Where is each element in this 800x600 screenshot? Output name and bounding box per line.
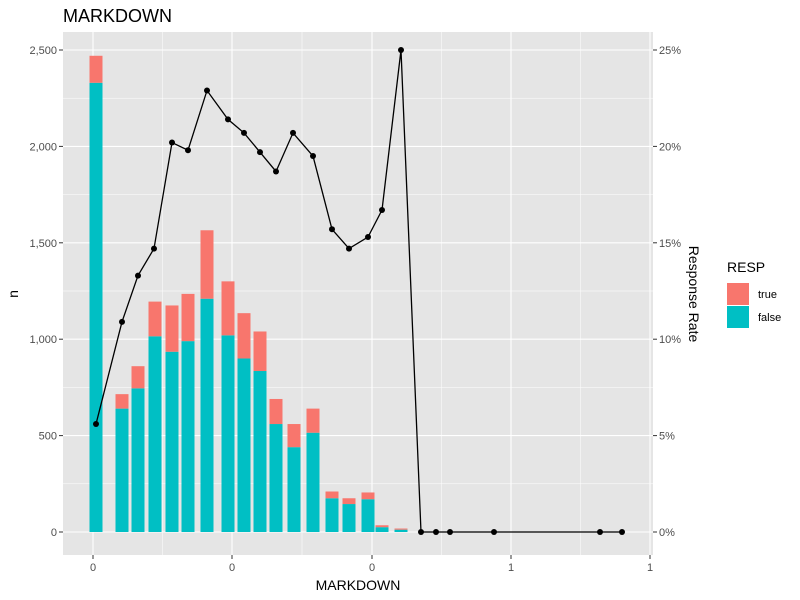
legend-key-false [727,306,749,328]
bar-false [269,424,283,532]
y-tick-label: 1,000 [29,334,57,346]
bar-false [342,504,356,532]
bar-true [287,424,301,448]
bar-true [253,331,267,372]
bar-true [89,55,103,83]
response-rate-point [273,168,279,175]
bar-false [253,371,267,532]
bar-false [237,358,251,532]
legend-title: RESP [727,259,765,275]
bar-true [342,498,356,505]
x-tick-label: 0 [90,562,96,574]
legend: RESP true false [727,259,781,328]
response-rate-point [433,529,439,535]
response-rate-series [93,47,625,535]
bar-false [181,341,195,532]
y-tick-label: 0 [51,527,57,539]
bar-true [181,293,195,342]
response-rate-point [93,421,99,428]
bar-true [115,394,129,409]
bar-true [131,366,145,389]
bar-false [148,336,162,532]
x-axis-title: MARKDOWN [316,577,401,593]
y-tick-label: 2,500 [29,45,57,57]
bar-false [361,499,375,532]
response-rate-point [151,245,157,252]
bar-true [165,305,179,352]
bar-false [165,351,179,532]
x-tick-label: 1 [647,562,653,574]
y2-tick-label: 0% [659,527,675,539]
bar-false [306,432,320,532]
response-rate-point [241,129,247,136]
bar-false [325,498,339,532]
bar-true [394,528,408,530]
response-rate-point [257,149,263,156]
bar-false [394,529,408,532]
bar-true [221,281,235,336]
response-rate-point [119,318,125,325]
response-rate-point [185,147,191,154]
bar-false [131,388,145,532]
y2-tick-label: 20% [659,141,681,153]
bar-false [115,408,129,532]
response-rate-point [418,529,424,535]
response-rate-point [365,234,371,241]
response-rate-point [204,87,210,94]
x-axis: 0 0 0 1 1 [90,555,653,574]
y-axis-right: 0% 5% 10% 15% 20% 25% [653,45,681,539]
response-rate-point [225,116,231,123]
legend-key-true [727,283,749,305]
bar-true [361,492,375,500]
bar-series [89,55,408,532]
response-rate-point [169,139,175,146]
response-rate-point [290,129,296,136]
response-rate-point [310,153,316,160]
response-rate-point [346,245,352,252]
y2-tick-label: 10% [659,334,681,346]
x-tick-label: 1 [508,562,514,574]
bar-true [306,408,320,433]
bar-true [148,301,162,337]
bar-false [89,82,103,532]
response-rate-point [135,272,141,279]
x-tick-label: 0 [229,562,235,574]
response-rate-point [379,207,385,214]
bar-true [325,491,339,499]
bar-false [221,335,235,532]
bar-true [237,313,251,359]
y-tick-label: 2,000 [29,141,57,153]
response-rate-point [329,226,335,233]
y-tick-label: 500 [39,431,57,443]
y2-axis-title: Response Rate [686,246,702,343]
y2-tick-label: 5% [659,431,675,443]
response-rate-point [447,529,453,535]
bar-true [200,230,214,299]
y-tick-label: 1,500 [29,238,57,250]
response-rate-point [491,529,497,535]
y2-tick-label: 25% [659,45,681,57]
legend-label-false: false [758,312,781,324]
bar-true [375,525,389,528]
y2-tick-label: 15% [659,238,681,250]
bar-false [200,298,214,532]
y-axis-left: 0 500 1,000 1,500 2,000 2,500 [29,45,63,539]
y-axis-title: n [5,290,21,298]
bar-false [287,447,301,532]
response-rate-point [619,529,625,535]
legend-label-true: true [758,289,777,301]
chart-title: MARKDOWN [63,6,172,26]
response-rate-point [597,529,603,535]
bar-true [269,398,283,425]
response-rate-point [398,47,404,53]
x-tick-label: 0 [369,562,375,574]
bar-false [375,527,389,532]
